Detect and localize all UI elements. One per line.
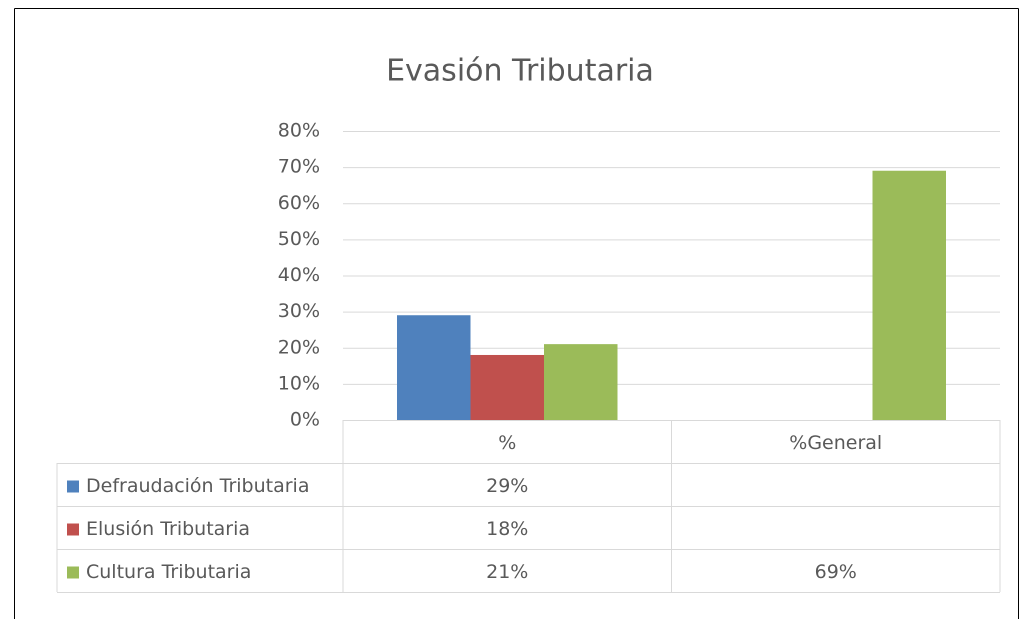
category-label: %General [789,432,882,454]
y-tick-label: 40% [278,264,320,286]
y-tick-label: 80% [278,120,320,142]
y-tick-label: 50% [278,228,320,250]
category-label: % [498,432,516,454]
table-value: 69% [815,561,857,583]
table-value: 21% [486,561,528,583]
legend-label: Defraudación Tributaria [86,475,309,497]
legend-key [67,523,79,536]
legend-key [67,566,79,579]
table-value: 29% [486,475,528,497]
y-tick-label: 30% [278,300,320,322]
legend-label: Elusión Tributaria [86,518,250,540]
y-tick-label: 60% [278,192,320,214]
y-tick-label: 10% [278,372,320,394]
y-tick-label: 70% [278,156,320,178]
bar [470,354,544,420]
chart-title: Evasión Tributaria [386,54,654,89]
bar [544,344,618,420]
bar [872,170,946,420]
legend-key [67,480,79,493]
table-value: 18% [486,518,528,540]
y-tick-label: 0% [290,409,320,431]
legend-label: Cultura Tributaria [86,561,251,583]
y-tick-label: 20% [278,336,320,358]
bar [397,315,471,420]
